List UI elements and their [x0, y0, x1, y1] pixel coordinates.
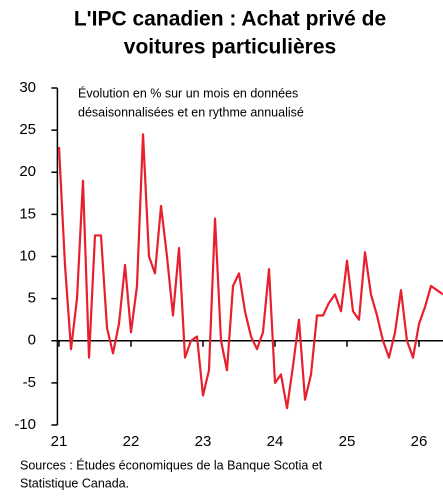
y-tick-label: 30 [19, 79, 36, 96]
x-tick-label: 22 [123, 433, 140, 450]
x-tick-label: 23 [195, 433, 212, 450]
line-series [57, 133, 443, 410]
y-tick-label: -5 [23, 374, 36, 391]
y-tick-label: 25 [19, 121, 36, 138]
y-tick-label: 20 [19, 163, 36, 180]
source: Sources : Études économiques de la Banqu… [20, 457, 323, 472]
x-tick-label: 24 [267, 433, 284, 450]
y-tick-label: 5 [28, 290, 36, 307]
y-tick-label: -10 [14, 416, 36, 433]
y-tick-label: 10 [19, 247, 36, 264]
annotation: Évolution en % sur un mois en données [78, 85, 298, 100]
source: Statistique Canada. [20, 476, 129, 490]
chart-title: L'IPC canadien : Achat privé de [74, 8, 386, 31]
x-tick-label: 21 [51, 433, 68, 450]
annotation: désaisonnalisées et en rythme annualisé [78, 105, 304, 119]
y-tick-label: 0 [28, 332, 36, 349]
y-tick-label: 15 [19, 205, 36, 222]
x-tick-label: 26 [411, 433, 428, 450]
x-tick-label: 25 [339, 433, 356, 450]
chart-title: voitures particulières [124, 36, 336, 59]
